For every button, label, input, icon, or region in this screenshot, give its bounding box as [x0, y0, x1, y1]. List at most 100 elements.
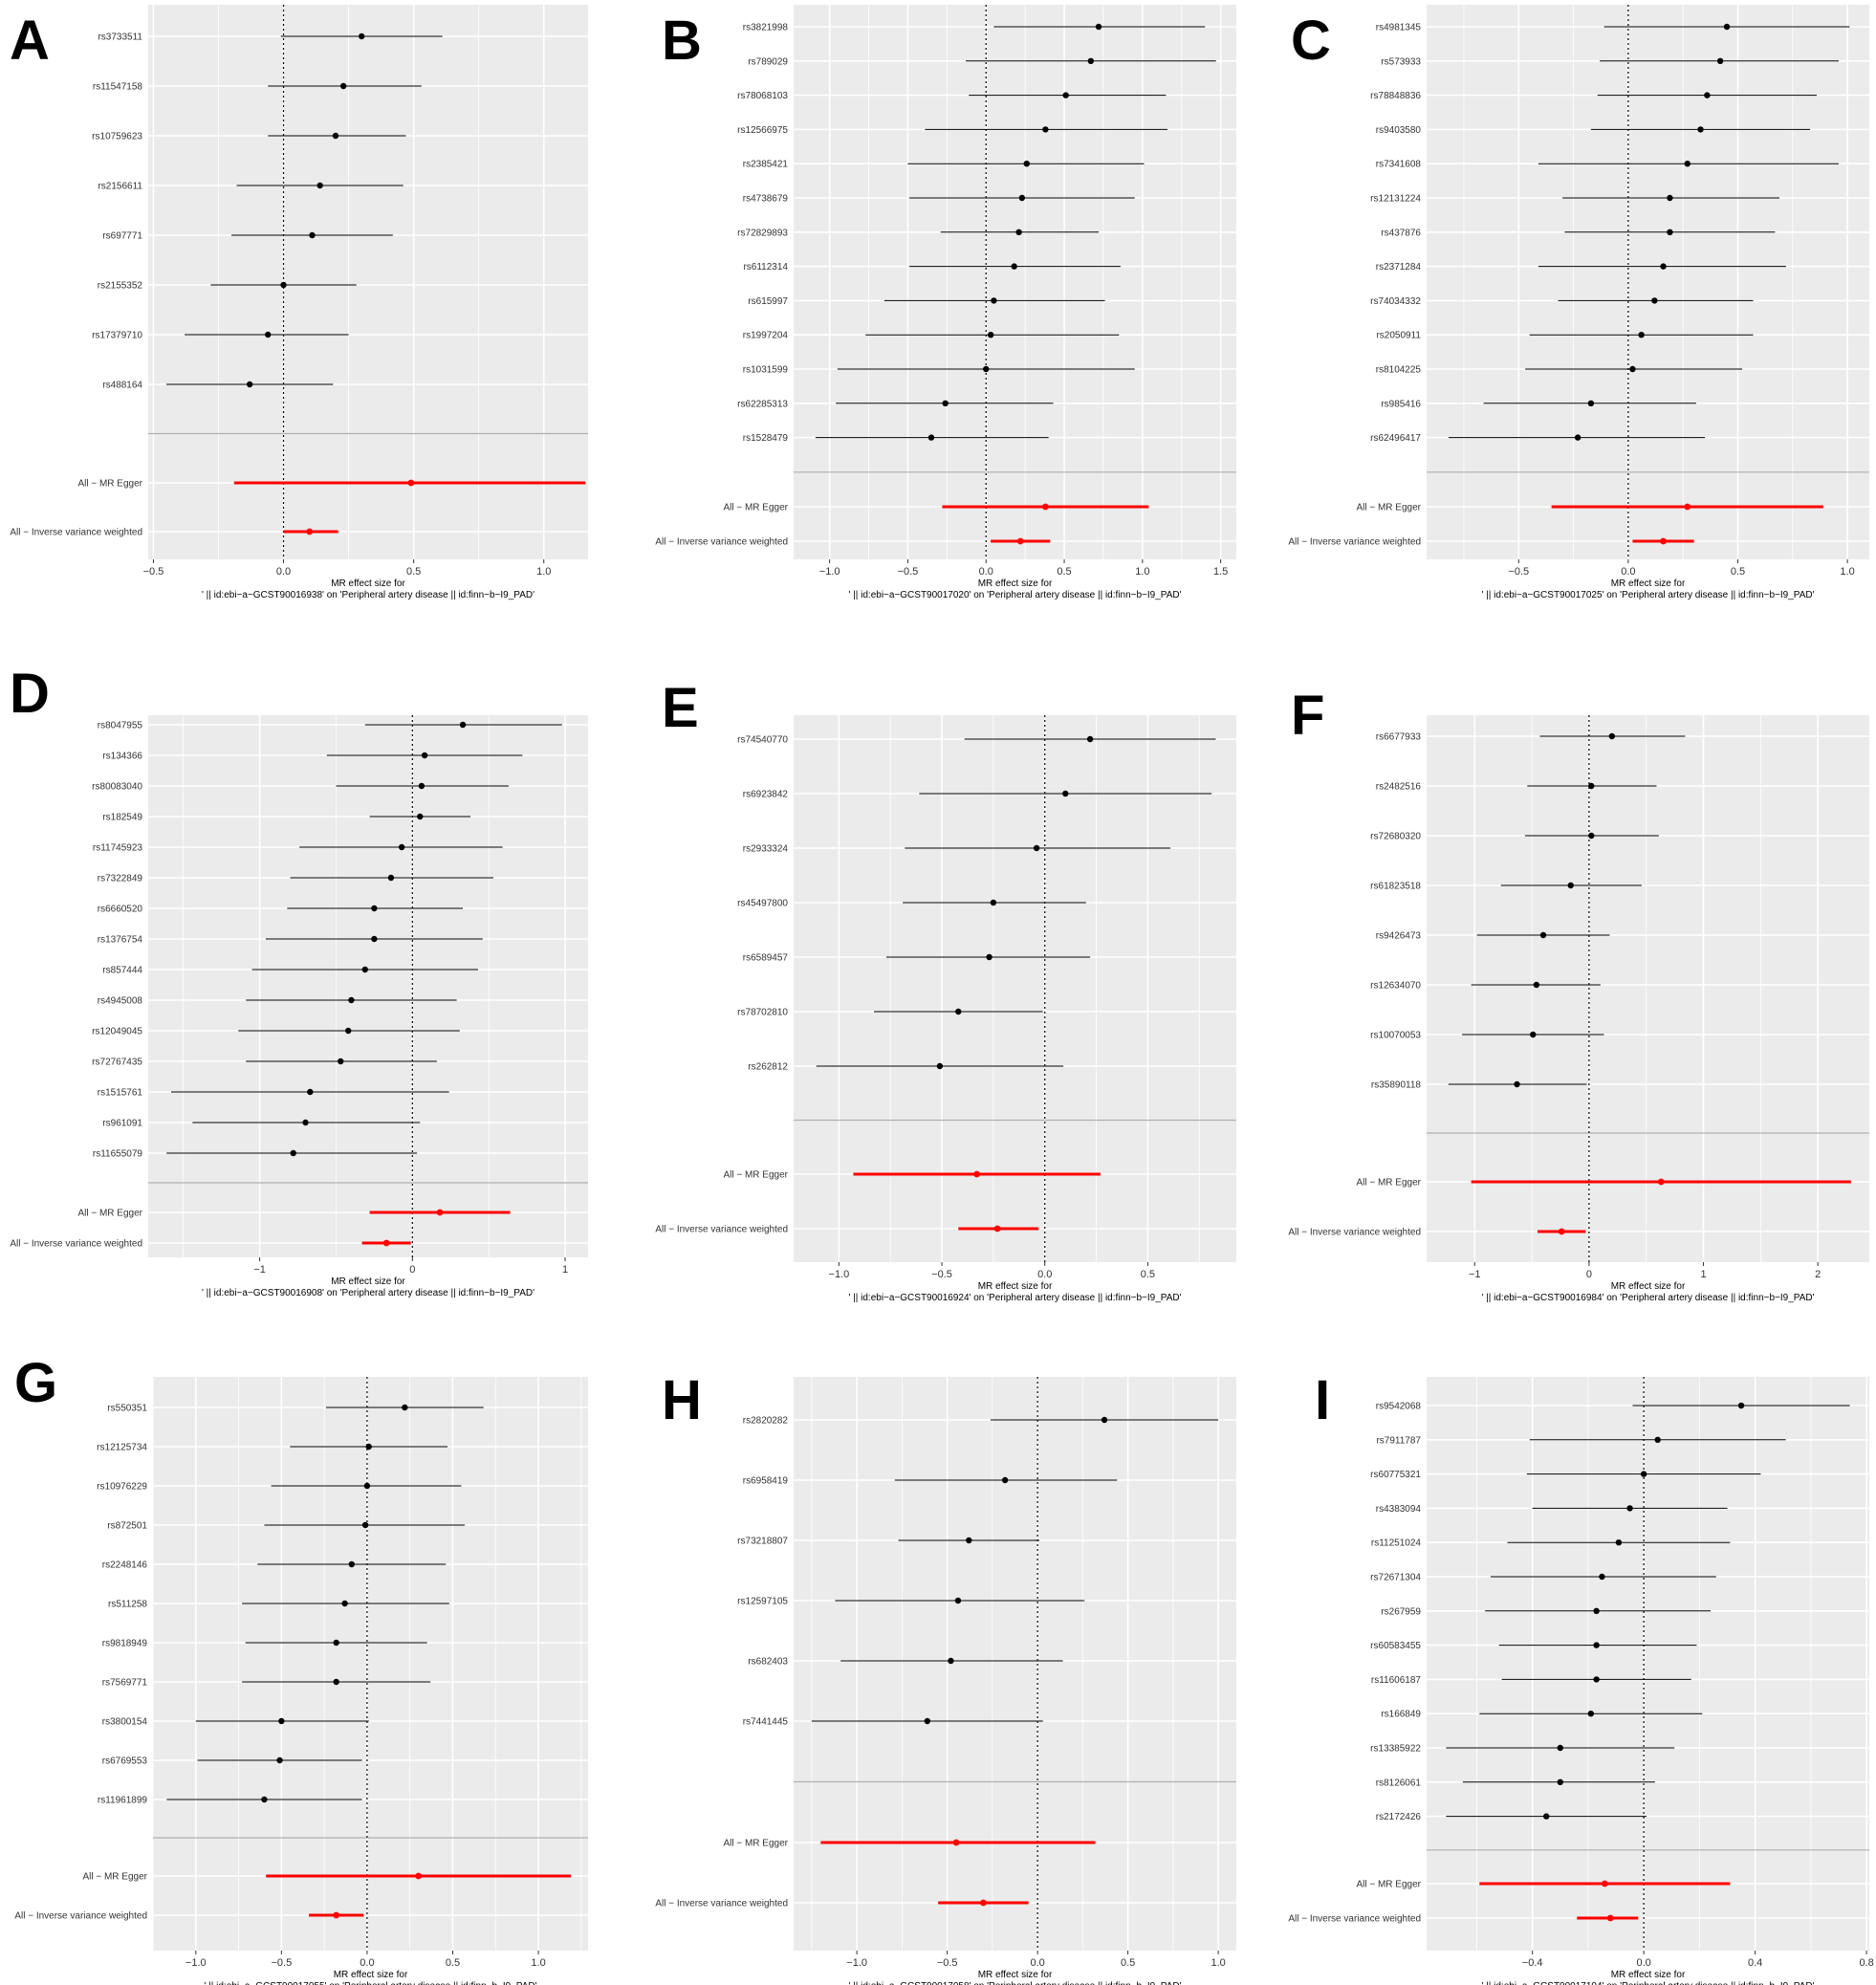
x-axis-title-line1: MR effect size for [978, 1281, 1053, 1292]
snp-label: rs697771 [102, 231, 142, 242]
x-axis-title-line2: ' || id:ebi−a−GCST90016984' on 'Peripher… [1481, 1293, 1814, 1303]
plot-background [153, 1377, 588, 1951]
x-tick-label: 1 [1700, 1269, 1706, 1280]
x-tick-label: 0.0 [1037, 1269, 1052, 1280]
snp-point [1716, 57, 1724, 64]
snp-label: rs61823518 [1370, 882, 1421, 892]
plot-background [794, 1377, 1236, 1951]
snp-label: rs11251024 [1371, 1538, 1422, 1549]
snp-point [361, 1521, 369, 1529]
panel-letter: E [662, 677, 699, 739]
snp-label: rs1515761 [98, 1088, 143, 1099]
ivw-label: All − Inverse variance weighted [10, 1239, 142, 1250]
x-tick-label: 0 [1586, 1269, 1592, 1280]
snp-label: rs11655079 [93, 1149, 143, 1160]
snp-point [309, 231, 316, 239]
panel-letter: D [10, 663, 50, 725]
ivw-point [1558, 1228, 1565, 1235]
x-tick-label: −1.0 [819, 566, 840, 578]
snp-label: rs11745923 [93, 843, 143, 854]
panel-letter: C [1291, 10, 1331, 72]
snp-label: rs9542068 [1376, 1402, 1422, 1412]
snp-label: rs2371284 [1376, 262, 1422, 273]
snp-label: rs2248146 [102, 1560, 148, 1571]
snp-label: rs10070053 [1370, 1031, 1421, 1041]
snp-label: rs11606187 [1371, 1675, 1422, 1686]
snp-point [942, 400, 949, 406]
mr-egger-label: All − MR Egger [723, 1170, 788, 1181]
x-tick-label: −0.4 [1522, 1957, 1543, 1969]
snp-point [398, 843, 405, 851]
plot-background [148, 5, 588, 559]
plot-background [794, 715, 1236, 1262]
snp-point [261, 1796, 268, 1803]
snp-label: rs35890118 [1371, 1080, 1422, 1091]
plot-background [1427, 715, 1869, 1262]
snp-point [1615, 1539, 1623, 1546]
snp-point [966, 1537, 972, 1544]
ivw-point [333, 1911, 340, 1919]
x-axis-title-line1: MR effect size for [978, 578, 1053, 589]
snp-point [1697, 126, 1704, 133]
snp-label: rs4383094 [1376, 1504, 1422, 1515]
x-tick-label: 1.0 [531, 1957, 545, 1969]
snp-label: rs166849 [1381, 1710, 1421, 1720]
snp-label: rs12597105 [737, 1597, 788, 1607]
snp-point [1588, 832, 1595, 840]
snp-point [1723, 23, 1731, 31]
x-axis-title-line2: ' || id:ebi−a−GCST90017020' on 'Peripher… [848, 590, 1181, 600]
x-axis-title-line1: MR effect size for [1611, 578, 1686, 589]
x-tick-label: 0 [409, 1264, 415, 1276]
snp-point [1095, 23, 1102, 31]
snp-label: rs72829893 [737, 228, 788, 238]
snp-point [459, 721, 467, 729]
ivw-point [1660, 537, 1667, 545]
x-tick-label: 1.5 [1213, 566, 1228, 578]
x-tick-label: 0.8 [1859, 1957, 1873, 1969]
mr-egger-point [973, 1170, 981, 1178]
panel-letter: G [14, 1352, 57, 1414]
snp-label: rs13385922 [1370, 1744, 1421, 1755]
snp-point [1667, 229, 1673, 235]
snp-label: rs182549 [102, 813, 142, 823]
snp-label: rs682403 [748, 1657, 788, 1668]
snp-point [1557, 1744, 1563, 1752]
x-tick-label: 0.5 [1731, 566, 1745, 578]
x-tick-label: 0.0 [1621, 566, 1635, 578]
snp-point [1608, 732, 1616, 740]
snp-point [1023, 161, 1030, 167]
snp-point [345, 1027, 352, 1035]
ivw-label: All − Inverse variance weighted [655, 1899, 788, 1909]
mr-egger-point [415, 1872, 423, 1880]
mr-egger-point [1601, 1880, 1608, 1887]
snp-label: rs615997 [748, 296, 788, 307]
snp-point [948, 1657, 954, 1665]
snp-label: rs8104225 [1376, 365, 1422, 376]
snp-point [316, 182, 323, 189]
x-axis-title-line2: ' || id:ebi−a−GCST90016924' on 'Peripher… [848, 1293, 1181, 1303]
snp-label: rs7911787 [1376, 1435, 1421, 1446]
snp-label: rs134366 [102, 752, 142, 762]
x-axis-title-line1: MR effect size for [331, 578, 405, 589]
x-tick-label: 0.5 [446, 1957, 460, 1969]
snp-point [1530, 1031, 1537, 1038]
x-axis-title-line1: MR effect size for [1611, 1970, 1686, 1980]
snp-label: rs10759623 [92, 132, 142, 142]
snp-label: rs12131224 [1370, 194, 1421, 205]
snp-label: rs12634070 [1370, 981, 1421, 992]
ivw-label: All − Inverse variance weighted [10, 528, 142, 538]
snp-label: rs267959 [1381, 1606, 1421, 1617]
snp-label: rs2482516 [1376, 782, 1422, 793]
snp-point [1539, 931, 1547, 939]
snp-point [1033, 844, 1040, 852]
snp-point [365, 1443, 372, 1451]
snp-point [421, 752, 428, 759]
x-tick-label: −1 [1469, 1269, 1481, 1280]
snp-label: rs573933 [1381, 56, 1421, 67]
snp-label: rs72767435 [92, 1058, 142, 1068]
x-axis-title-line2: ' || id:ebi−a−GCST90017104' on 'Peripher… [1481, 1981, 1814, 1985]
x-tick-label: −0.5 [937, 1957, 958, 1969]
snp-point [371, 905, 378, 912]
